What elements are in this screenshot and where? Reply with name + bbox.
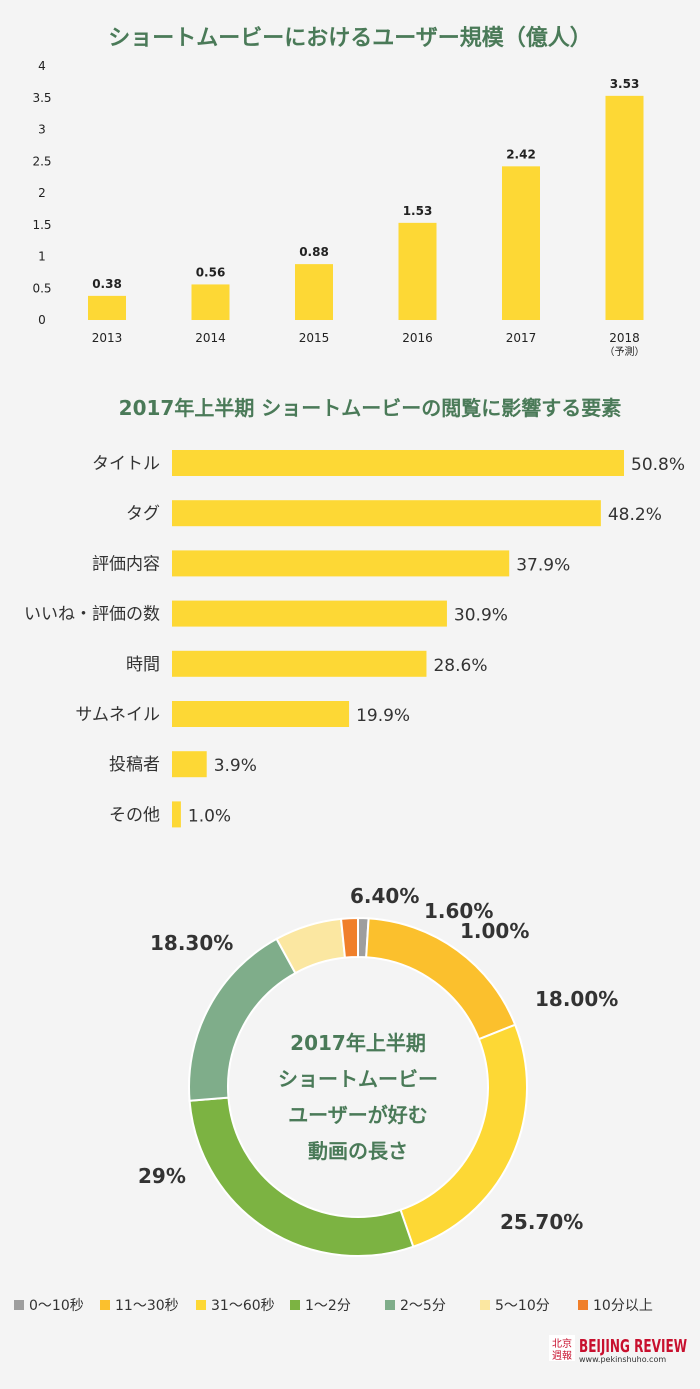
y-tick-label: 0.5 [32, 281, 51, 295]
slice-value-label: 1.00% [460, 919, 529, 943]
legend-swatch [480, 1300, 490, 1310]
hbar [172, 600, 447, 627]
logo-seal [549, 1335, 575, 1361]
x-tick-label: 2016 [402, 331, 433, 345]
user-scale-title: ショートムービーにおけるユーザー規模（億人） [108, 25, 592, 51]
bar [295, 264, 333, 320]
hbar [172, 650, 427, 677]
hbar [172, 801, 181, 828]
donut-center-text: 動画の長さ [308, 1139, 408, 1163]
bar [88, 295, 126, 320]
y-tick-label: 4 [38, 59, 46, 73]
legend-label: 2～5分 [400, 1298, 446, 1314]
donut-center-text: 2017年上半期 [290, 1031, 426, 1055]
x-tick-note: （予測） [605, 345, 645, 358]
hbar [172, 701, 350, 727]
legend-swatch [14, 1300, 24, 1310]
x-tick-label: 2015 [299, 331, 330, 345]
legend-label: 1～2分 [305, 1298, 351, 1314]
hbar-category-label: その他 [109, 805, 160, 825]
y-tick-label: 3.5 [32, 91, 51, 105]
hbar-value-label: 50.8% [631, 455, 685, 475]
slice-value-label: 1.60% [424, 899, 493, 923]
bar [191, 284, 230, 320]
legend-swatch [385, 1300, 395, 1310]
legend-label: 31～60秒 [211, 1298, 275, 1314]
bar-value-label: 3.53 [610, 77, 640, 91]
legend-swatch [578, 1300, 588, 1310]
hbar-category-label: いいね・評価の数 [24, 605, 160, 625]
hbar-value-label: 37.9% [516, 555, 570, 575]
video-length-donut: 1.00% 18.00% 25.70% 29% 18.30% 6.40%1.60% 201… [14, 884, 653, 1314]
hbar-value-label: 28.6% [433, 656, 487, 676]
bar-value-label: 0.88 [299, 245, 329, 259]
beijing-review-logo: 北京 週報 BEIJING REVIEW www.pekinshuho.com [549, 1335, 687, 1364]
legend-label: 11～30秒 [115, 1298, 179, 1314]
bar-value-label: 1.53 [403, 204, 433, 218]
legend-swatch [196, 1300, 206, 1310]
bar-value-label: 2.42 [506, 147, 536, 161]
y-tick-label: 0 [38, 313, 46, 327]
hbar-category-label: タグ [126, 504, 160, 524]
x-tick-label: 2018 [609, 331, 640, 345]
hbar-category-label: タイトル [92, 454, 160, 474]
y-tick-label: 3 [38, 123, 46, 137]
hbar-category-label: 投稿者 [109, 755, 160, 775]
slice-value-label: 29% [138, 1164, 186, 1188]
hbar-category-label: サムネイル [75, 705, 160, 725]
view-factors-chart: 2017年上半期 ショートムービーの閲覧に影響する要素 タイトル 50.8% タグ 4… [24, 396, 685, 828]
slice-value-label: 25.70% [500, 1210, 583, 1234]
y-tick-label: 1 [38, 250, 46, 264]
bar [398, 222, 437, 320]
hbar-category-label: 時間 [126, 655, 160, 675]
y-tick-label: 2.5 [32, 154, 51, 168]
slice-value-label: 18.30% [150, 931, 233, 955]
hbar [172, 500, 601, 527]
hbar-value-label: 48.2% [608, 505, 662, 525]
legend-swatch [290, 1300, 300, 1310]
x-tick-label: 2013 [92, 331, 123, 345]
hbar [172, 751, 207, 778]
logo-url: www.pekinshuho.com [579, 1355, 666, 1364]
donut-slice [339, 916, 359, 959]
hbar-value-label: 30.9% [454, 606, 508, 626]
slice-value-label: 18.00% [535, 987, 618, 1011]
legend-swatch [100, 1300, 110, 1310]
bar-value-label: 0.56 [196, 265, 226, 279]
view-factors-title: 2017年上半期 ショートムービーの閲覧に影響する要素 [119, 396, 622, 420]
legend-label: 0～10秒 [29, 1298, 84, 1314]
bar-value-label: 0.38 [92, 277, 122, 291]
hbar [172, 550, 510, 577]
y-tick-label: 2 [38, 186, 46, 200]
logo-cn-bottom: 週報 [552, 1350, 572, 1362]
logo-title: BEIJING REVIEW [579, 1336, 687, 1357]
y-tick-label: 1.5 [32, 218, 51, 232]
x-tick-label: 2014 [195, 331, 226, 345]
hbar-value-label: 19.9% [356, 706, 410, 726]
hbar-value-label: 1.0% [188, 806, 231, 826]
bar [502, 166, 540, 320]
user-scale-chart: ショートムービーにおけるユーザー規模（億人） 0 0.5 1 1.5 2 2.5 3 3.5 4… [32, 25, 644, 358]
hbar-category-label: 評価内容 [92, 554, 160, 574]
logo-cn-top: 北京 [552, 1337, 572, 1350]
slice-value-label: 6.40% [350, 884, 419, 908]
legend-label: 5～10分 [495, 1298, 550, 1314]
donut-center-text: ショートムービー [278, 1067, 438, 1091]
hbar [172, 450, 624, 476]
hbar-value-label: 3.9% [214, 756, 257, 776]
legend-label: 10分以上 [593, 1298, 653, 1314]
bar [605, 95, 644, 320]
donut-center-text: ユーザーが好む [288, 1103, 428, 1127]
x-tick-label: 2017 [506, 331, 537, 345]
